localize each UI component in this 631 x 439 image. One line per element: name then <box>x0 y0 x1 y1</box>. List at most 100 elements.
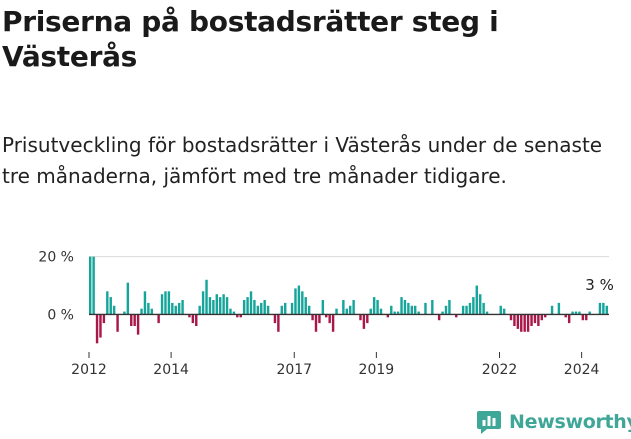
bar <box>188 314 191 318</box>
bar <box>465 305 468 315</box>
bar <box>171 302 174 315</box>
bar <box>297 285 301 315</box>
bar <box>232 311 236 315</box>
bar <box>157 314 160 324</box>
bar <box>588 311 591 315</box>
bar <box>304 297 307 315</box>
bar <box>359 314 362 321</box>
newsworthy-logo-icon <box>477 411 501 434</box>
brand-name: Newsworthy <box>509 411 631 433</box>
bar <box>372 297 376 315</box>
bar <box>520 314 523 332</box>
bar <box>571 311 574 315</box>
bar <box>130 314 133 326</box>
bar <box>140 308 143 315</box>
bar <box>177 302 181 315</box>
bar <box>239 314 242 318</box>
bar <box>89 256 92 315</box>
bar <box>550 305 554 315</box>
bar <box>444 305 448 315</box>
chart-subtitle: Prisutveckling för bostadsrätter i Väste… <box>2 133 603 188</box>
last-value-annotation: 3 % <box>585 276 614 294</box>
bar <box>475 285 478 315</box>
bar <box>160 294 164 315</box>
bar <box>208 297 212 315</box>
bar <box>366 314 369 324</box>
bar <box>314 314 318 332</box>
bar <box>260 302 263 315</box>
bar <box>95 314 99 344</box>
bar-chart: 0 % 20 % 2012 2014 2017 2019 2022 2024 3 % <box>38 250 614 378</box>
bar <box>516 314 520 329</box>
bar <box>390 305 393 315</box>
bar <box>574 311 578 315</box>
bar <box>195 314 198 326</box>
bar <box>455 314 458 318</box>
bar <box>530 314 533 326</box>
bar <box>143 291 147 315</box>
bar <box>567 314 571 324</box>
bar <box>307 305 311 315</box>
bar <box>403 300 407 315</box>
bar <box>318 314 321 324</box>
x-tick-label: 2017 <box>276 362 312 378</box>
chart-title: Priserna på bostadsrätter steg i Västerå… <box>2 5 499 73</box>
bar <box>290 302 294 315</box>
bar <box>331 314 335 332</box>
bar <box>201 291 205 315</box>
bar <box>284 302 287 315</box>
bar <box>349 305 352 315</box>
bar <box>229 308 232 315</box>
bar <box>499 305 502 315</box>
bar <box>598 302 602 315</box>
bar <box>581 314 585 321</box>
bar <box>564 314 567 318</box>
bar <box>400 297 403 315</box>
x-tick-label: 2024 <box>564 362 600 378</box>
bar <box>472 297 475 315</box>
bar <box>345 308 348 315</box>
bar <box>540 314 543 321</box>
bar <box>461 305 465 315</box>
bar <box>112 305 116 315</box>
bar <box>424 302 427 315</box>
bar <box>102 314 106 324</box>
bar <box>544 314 547 318</box>
bar <box>602 302 605 315</box>
bar <box>236 314 239 318</box>
bar <box>92 256 95 315</box>
bar <box>147 302 150 315</box>
x-tick-label: 2012 <box>71 362 107 378</box>
bar <box>509 314 513 321</box>
bar <box>328 314 331 324</box>
bar <box>164 291 167 315</box>
bar <box>263 300 266 315</box>
bar <box>212 300 215 315</box>
brand-logo[interactable]: Newsworthy <box>476 408 631 436</box>
bar <box>537 314 540 326</box>
bar <box>273 314 277 324</box>
bar <box>335 308 338 315</box>
bar <box>485 311 489 315</box>
bar <box>431 300 434 315</box>
bar <box>301 291 304 315</box>
bar <box>482 302 485 315</box>
bar <box>99 314 102 338</box>
bar <box>242 300 246 315</box>
bar <box>133 314 136 326</box>
bar <box>280 305 283 315</box>
bar <box>557 302 561 315</box>
x-tick-label: 2019 <box>359 362 395 378</box>
bar <box>441 311 444 315</box>
bar <box>174 305 177 315</box>
bar <box>325 314 328 318</box>
bar <box>479 294 482 315</box>
bar <box>410 305 413 315</box>
bar <box>513 314 516 326</box>
bar <box>396 311 400 315</box>
y-tick-label: 0 % <box>47 307 74 323</box>
bar <box>533 314 537 324</box>
bar <box>123 311 126 315</box>
bar <box>126 282 130 315</box>
bar <box>205 279 208 315</box>
